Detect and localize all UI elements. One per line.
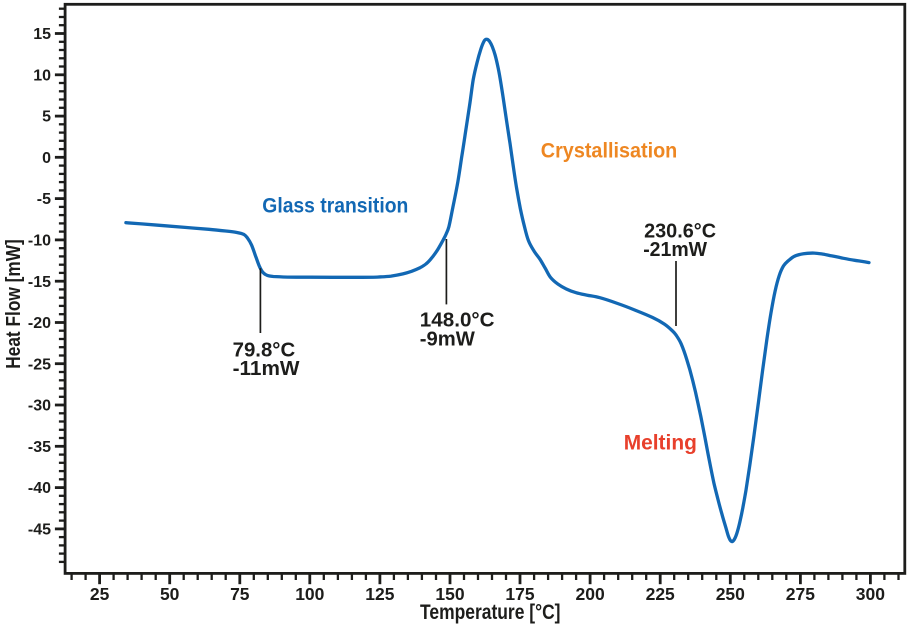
- svg-text:250: 250: [716, 584, 745, 604]
- svg-text:-35: -35: [28, 439, 51, 456]
- svg-text:-15: -15: [28, 274, 51, 291]
- svg-text:Crystallisation: Crystallisation: [541, 139, 678, 163]
- svg-text:175: 175: [505, 584, 534, 604]
- svg-text:230.6°C: 230.6°C: [644, 220, 716, 242]
- svg-text:-5: -5: [37, 191, 51, 208]
- svg-text:25: 25: [90, 584, 110, 604]
- svg-text:-25: -25: [28, 356, 51, 373]
- svg-text:-10: -10: [28, 233, 51, 250]
- svg-text:15: 15: [33, 26, 51, 43]
- svg-text:-20: -20: [28, 315, 51, 332]
- svg-text:5: 5: [42, 109, 51, 126]
- svg-text:225: 225: [646, 584, 675, 604]
- svg-text:150: 150: [435, 584, 464, 604]
- svg-text:-40: -40: [28, 480, 51, 497]
- svg-text:148.0°C: 148.0°C: [420, 310, 495, 332]
- svg-text:-9mW: -9mW: [420, 328, 475, 350]
- svg-text:-11mW: -11mW: [233, 358, 300, 380]
- svg-text:0: 0: [42, 150, 51, 167]
- svg-text:-30: -30: [28, 398, 51, 415]
- svg-text:125: 125: [365, 584, 394, 604]
- svg-text:300: 300: [856, 584, 885, 604]
- svg-text:Heat Flow [mW]: Heat Flow [mW]: [3, 239, 25, 369]
- svg-text:50: 50: [160, 584, 180, 604]
- svg-text:Glass transition: Glass transition: [262, 194, 408, 218]
- svg-text:-21mW: -21mW: [643, 239, 707, 261]
- svg-text:75: 75: [230, 584, 250, 604]
- svg-text:79.8°C: 79.8°C: [233, 340, 296, 362]
- svg-text:-45: -45: [28, 522, 51, 539]
- svg-text:100: 100: [295, 584, 324, 604]
- svg-text:200: 200: [575, 584, 604, 604]
- svg-text:Temperature [°C]: Temperature [°C]: [420, 601, 561, 624]
- svg-text:10: 10: [33, 67, 51, 84]
- svg-text:275: 275: [786, 584, 815, 604]
- svg-text:Melting: Melting: [624, 431, 697, 455]
